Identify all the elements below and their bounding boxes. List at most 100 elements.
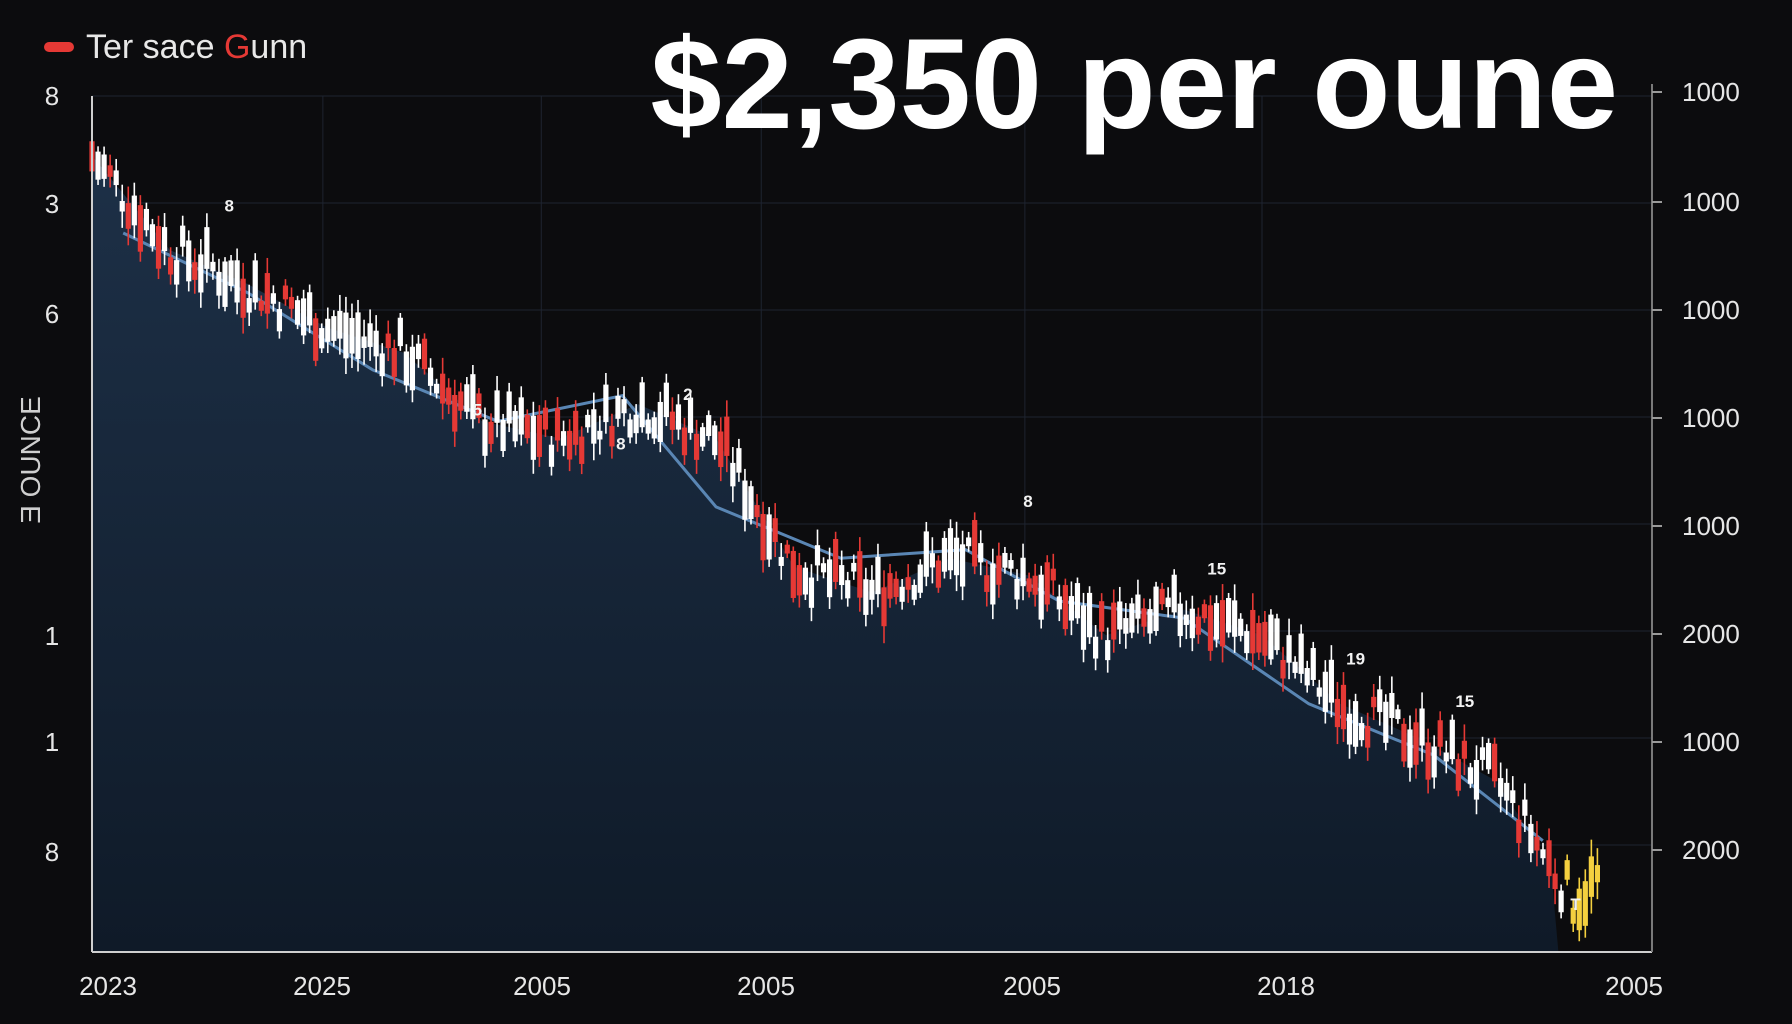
left-y-tick: 8 bbox=[45, 81, 59, 111]
candle bbox=[1310, 641, 1316, 687]
candle-body bbox=[1062, 585, 1068, 630]
candle bbox=[1099, 593, 1105, 640]
candle bbox=[693, 419, 700, 474]
candle-body bbox=[1407, 729, 1413, 768]
candle-body bbox=[1498, 778, 1504, 797]
candle-body bbox=[1099, 601, 1105, 632]
candle bbox=[1485, 738, 1492, 774]
candle bbox=[337, 294, 343, 355]
candle-body bbox=[409, 346, 416, 391]
candle bbox=[1171, 569, 1177, 618]
candle-body bbox=[1189, 608, 1195, 639]
candle-body bbox=[609, 425, 615, 447]
candle bbox=[252, 253, 258, 310]
candle-body bbox=[1153, 586, 1159, 632]
candle bbox=[464, 377, 470, 420]
candle bbox=[1086, 586, 1093, 644]
axes bbox=[91, 84, 1653, 953]
legend-marker bbox=[44, 42, 74, 52]
candle bbox=[1111, 589, 1117, 653]
candle bbox=[1359, 716, 1365, 747]
candle bbox=[512, 405, 518, 448]
candle bbox=[1026, 572, 1032, 598]
annotation-label: 19 bbox=[1346, 649, 1365, 668]
candle bbox=[845, 571, 851, 607]
candle-body bbox=[452, 394, 458, 432]
candle bbox=[567, 419, 573, 472]
candle bbox=[1268, 609, 1274, 665]
candle bbox=[1431, 735, 1437, 789]
candle-body bbox=[820, 563, 827, 573]
candle bbox=[1062, 578, 1068, 636]
candle bbox=[143, 202, 150, 237]
candle bbox=[1504, 768, 1510, 815]
candle bbox=[1189, 595, 1195, 652]
candle-body bbox=[1582, 881, 1588, 926]
candle-body bbox=[796, 565, 802, 596]
candle-body bbox=[1123, 618, 1129, 634]
candle-body bbox=[1443, 752, 1449, 762]
candle bbox=[1479, 736, 1486, 771]
candle-body bbox=[1431, 746, 1437, 778]
candle bbox=[264, 257, 270, 329]
candle bbox=[1032, 563, 1038, 607]
candle-body bbox=[990, 563, 996, 605]
candle-body bbox=[167, 257, 174, 275]
candle-body bbox=[929, 553, 935, 568]
candle-body bbox=[228, 260, 234, 286]
candle bbox=[851, 554, 857, 580]
candle bbox=[536, 405, 542, 467]
candle bbox=[1534, 821, 1540, 867]
candle bbox=[669, 397, 675, 445]
candle bbox=[434, 378, 440, 399]
candle bbox=[579, 426, 585, 475]
candle bbox=[1328, 645, 1334, 718]
candle-body bbox=[1558, 890, 1564, 913]
candle-body bbox=[548, 444, 555, 467]
candle-body bbox=[573, 410, 579, 445]
candle-body bbox=[1377, 689, 1383, 713]
candle bbox=[1594, 848, 1600, 900]
x-tick: 2005 bbox=[513, 971, 571, 1001]
candle bbox=[687, 390, 694, 440]
candle bbox=[379, 343, 385, 387]
candle bbox=[972, 512, 978, 575]
candle-body bbox=[663, 382, 669, 418]
candle bbox=[820, 557, 827, 579]
candle bbox=[1413, 708, 1419, 779]
candle bbox=[1425, 728, 1431, 794]
candle-body bbox=[1250, 609, 1256, 654]
candle bbox=[101, 146, 107, 187]
candle bbox=[875, 543, 881, 608]
candle bbox=[1304, 660, 1310, 693]
candle bbox=[645, 413, 651, 440]
candle bbox=[421, 333, 428, 375]
candlesticks bbox=[89, 135, 1600, 942]
right-y-tick: 1000 bbox=[1682, 511, 1740, 541]
x-tick: 2018 bbox=[1257, 971, 1315, 1001]
candle-body bbox=[887, 573, 893, 599]
candle-body bbox=[996, 555, 1002, 585]
candle-body bbox=[113, 170, 119, 186]
candle bbox=[482, 407, 488, 468]
candle bbox=[125, 186, 131, 246]
candle bbox=[246, 284, 252, 326]
candle-body bbox=[911, 584, 917, 600]
candle-body bbox=[621, 399, 627, 414]
candle bbox=[700, 422, 706, 451]
candle bbox=[1141, 598, 1147, 637]
candle-body bbox=[724, 416, 730, 456]
candle-body bbox=[1117, 601, 1123, 630]
candle-body bbox=[675, 404, 682, 430]
moving-average-line bbox=[122, 231, 1544, 842]
candle bbox=[1014, 569, 1020, 610]
candle-body bbox=[385, 333, 391, 349]
candle-body bbox=[1479, 747, 1486, 760]
candle bbox=[1207, 595, 1214, 661]
candle-body bbox=[1340, 684, 1347, 730]
candle-body bbox=[579, 436, 585, 464]
candle-body bbox=[494, 390, 500, 423]
candle bbox=[186, 230, 192, 292]
candle bbox=[560, 420, 567, 457]
candle-body bbox=[730, 462, 736, 487]
